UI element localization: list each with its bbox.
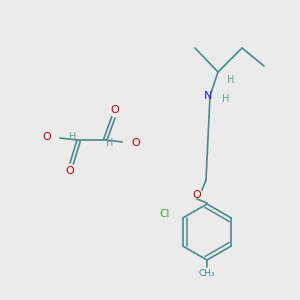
Text: O: O <box>111 105 119 115</box>
Text: H: H <box>69 132 76 142</box>
Text: O: O <box>42 132 51 142</box>
Text: H: H <box>106 138 113 148</box>
Text: H: H <box>222 94 230 104</box>
Text: CH₃: CH₃ <box>199 269 215 278</box>
Text: O: O <box>66 166 74 176</box>
Text: Cl: Cl <box>160 209 170 219</box>
Text: O: O <box>193 190 201 200</box>
Text: N: N <box>204 91 212 101</box>
Text: O: O <box>131 138 140 148</box>
Text: H: H <box>227 75 235 85</box>
